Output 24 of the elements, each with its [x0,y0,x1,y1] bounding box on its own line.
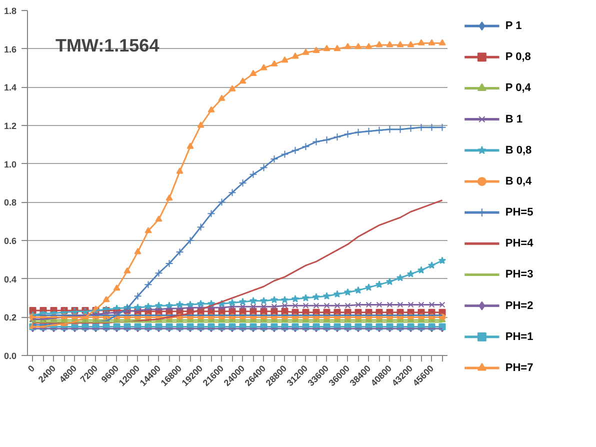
legend-label: PH=2 [505,300,534,312]
legend-label: B 1 [505,113,523,126]
y-tick-label: 1.2 [4,121,17,131]
y-tick-label: 1.8 [4,6,17,16]
legend-label: PH=3 [505,268,534,281]
x-tick-label: 0 [26,363,37,374]
legend-label: PH=7 [505,362,534,374]
legend-label: B 0,4 [505,175,533,188]
legend-label: B 0,8 [505,144,532,156]
legend-label: PH=4 [505,238,534,250]
y-tick-label: 1.4 [4,82,17,93]
legend-label: PH=5 [505,206,534,219]
y-tick-label: 0.0 [4,351,17,361]
y-tick-label: 0.6 [4,236,17,246]
y-tick-label: 0.8 [4,198,17,208]
annotation: TMW:1.1564 [56,36,160,56]
y-tick-label: 0.4 [4,274,17,284]
legend-label: PH=1 [505,330,534,343]
y-tick-label: 1.0 [4,159,17,170]
y-tick-label: 1.6 [4,44,17,54]
legend-label: P 1 [505,20,522,32]
legend-label: P 0,8 [505,51,531,64]
y-tick-label: 0.2 [4,312,17,323]
legend-label: P 0,4 [505,82,532,94]
